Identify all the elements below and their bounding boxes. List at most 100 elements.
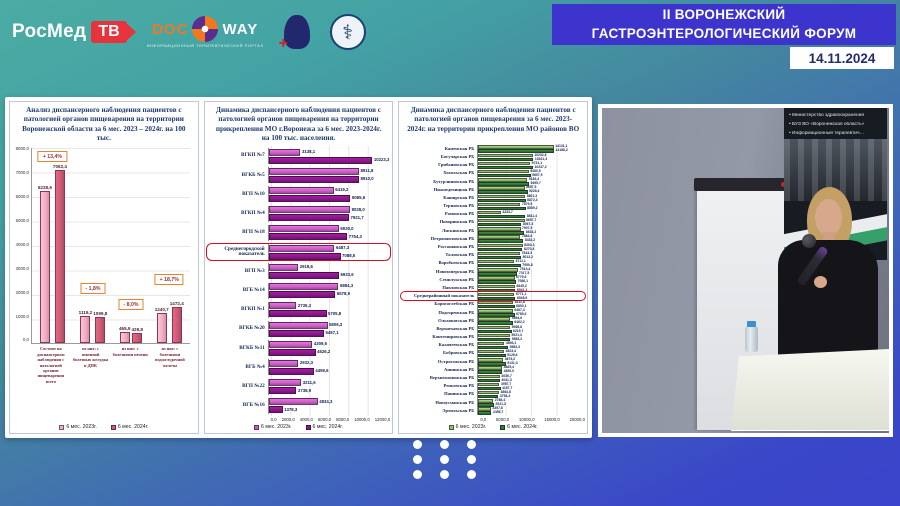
bar-value: 6219,7: [513, 328, 524, 333]
bar-value: 2918,6: [299, 264, 313, 270]
bar-2023: [478, 366, 503, 370]
row-label: ВГП №18: [242, 229, 265, 236]
row-label: ВГБ №4: [245, 363, 265, 370]
bar-line: 4465,4: [478, 365, 585, 370]
row-label: Среднерайонный показатель: [413, 293, 475, 299]
bar-value: 6948,9: [516, 295, 528, 300]
bar-value: 7062,4: [52, 164, 67, 170]
bar-pair: 4893,1 5583,3: [477, 341, 585, 350]
bar-line: 5131,3: [478, 361, 585, 366]
y-axis-tick: 3000,0: [15, 265, 29, 271]
bar-2023: [478, 227, 521, 231]
bar-value: 6578,9: [336, 291, 351, 297]
bar-value: 6487,3: [335, 244, 350, 250]
x-axis-tick: 10000,0: [354, 416, 370, 422]
bar-line: 10202,6: [478, 153, 585, 157]
row-label: Кантемировская РБ: [432, 334, 475, 340]
bar-2023: [268, 398, 318, 406]
bar-value: 6511,8: [514, 299, 525, 304]
row-label: Ольховатская РБ: [438, 317, 475, 323]
bar-pair: 3138,1 10223,3: [267, 148, 391, 165]
bar-2023: [268, 206, 351, 214]
category-label: из них: с язвенной болезнью желудка и ДП…: [72, 346, 109, 368]
bar-pair: 7843,3 8013,2: [477, 251, 585, 260]
bar-line: 6487,3: [268, 244, 391, 252]
forum-title-line1: II ВОРОНЕЖСКИЙ: [662, 7, 786, 23]
chart-row: ВГКБ №5 8911,8 8910,0: [207, 167, 391, 184]
bar-value: 14188,2: [555, 148, 568, 153]
bar-group: 465,9 428,8 - 8,0%: [118, 148, 144, 344]
bar-line: 2921,3: [478, 402, 585, 407]
tv-play-badge: ТВ: [91, 21, 127, 43]
bar-value: 8067,3: [522, 222, 534, 227]
chart-row: Рамонская РБ 4233,7 8811,4: [401, 210, 585, 219]
bar-pair: 2357,8 2456,7: [477, 406, 585, 416]
bar-2024: [478, 239, 524, 243]
docway-way-label: WAY: [222, 20, 259, 38]
bar-2024: [268, 156, 373, 164]
row-label: Новоусманская РБ: [435, 399, 475, 405]
bar-pair: 4309,6 4626,2: [267, 340, 391, 357]
chart-row: ВГКП №4 8028,0 7921,7: [207, 205, 391, 222]
bar-2024: [478, 337, 511, 342]
bar-2024: [268, 233, 348, 241]
dot: [440, 455, 449, 464]
rollup-line-1: • Министерство здравоохранения: [789, 113, 864, 118]
bar-line: 8801,3: [478, 194, 585, 198]
chart-row: Верхнемамонская РБ 4036,7 4041,3: [401, 373, 585, 383]
bar-value: 6941,1: [516, 287, 528, 292]
bar-2024: [95, 316, 106, 344]
bar-value: 6711,1: [515, 259, 526, 264]
marker-dot: [781, 182, 786, 187]
bar-value: 8432,2: [524, 238, 536, 243]
bar-pair: 7514,4 7317,5: [477, 267, 585, 276]
bar-value: 4823,4: [505, 349, 516, 354]
row-label: Верхнехавская РБ: [436, 325, 475, 331]
row-label: ВГБ №14: [242, 286, 265, 293]
docway-logo-top: DOC WAY: [152, 16, 258, 42]
chart-row: Поворинская РБ 8657,7 8067,3: [401, 218, 585, 227]
bar-value: 4041,3: [501, 377, 512, 382]
dots-pattern: [413, 440, 476, 479]
y-axis-tick: 6000,0: [15, 194, 29, 200]
chart-title: Анализ диспансерного наблюдения пациенто…: [22, 106, 186, 143]
bar-2024: [478, 173, 531, 178]
bar-value: 8028,0: [351, 206, 365, 212]
bar-line: 8811,4: [478, 214, 585, 219]
bar-value: 2735,3: [297, 302, 312, 308]
rosmed-label: РосМед: [12, 21, 87, 42]
bar-line: 6771,1: [478, 291, 585, 297]
presentation-slide: Анализ диспансерного наблюдения пациенто…: [5, 97, 592, 438]
legend-swatch: [254, 424, 259, 430]
bar-value: 2788,4: [494, 398, 506, 403]
bar-value: 6771,1: [515, 291, 527, 296]
bar-value: 4036,7: [501, 373, 512, 378]
bar-value: 4465,4: [503, 365, 515, 370]
bar-2023: [268, 379, 302, 387]
row-label: ВГП №22: [242, 383, 265, 390]
y-axis-tick: 8000,0: [15, 146, 29, 152]
bar-value: 1119,2: [78, 310, 93, 316]
y-axis-tick: 0,0: [22, 337, 29, 343]
chart-row: ВГП №22 3211,6 2738,9: [207, 378, 391, 395]
bar-value: 9807,9: [532, 172, 543, 177]
row-label: Борисоглебская РБ: [434, 301, 475, 307]
legend-swatch: [110, 424, 116, 430]
dot: [467, 440, 476, 449]
bar-line: 4450,0: [478, 370, 585, 374]
speaker-scene: • Министерство здравоохранения • БУЗ ВО …: [602, 108, 889, 433]
medical-society-emblem: ⚕: [329, 14, 366, 50]
bar-2024: [478, 329, 512, 333]
bar-line: 2918,6: [268, 263, 391, 271]
bar-pair: 2735,3 5705,8: [267, 301, 391, 318]
bar-column: 1472,4: [170, 301, 184, 344]
bar-line: 6779,6: [478, 275, 585, 280]
bar-value: 9182,4: [528, 177, 540, 182]
docway-caption: ИНФОРМАЦИОННЫЙ ТЕРАПЕВТИЧЕСКИЙ ПОРТАЛ: [146, 44, 264, 48]
tv-label: ТВ: [98, 23, 120, 40]
bar-2023: [268, 225, 339, 233]
bar-line: 6467,3: [478, 308, 585, 313]
bar-line: 3957,7: [478, 382, 585, 387]
bar-value: 7086,1: [517, 279, 528, 284]
bar-value: 6467,3: [514, 308, 525, 313]
